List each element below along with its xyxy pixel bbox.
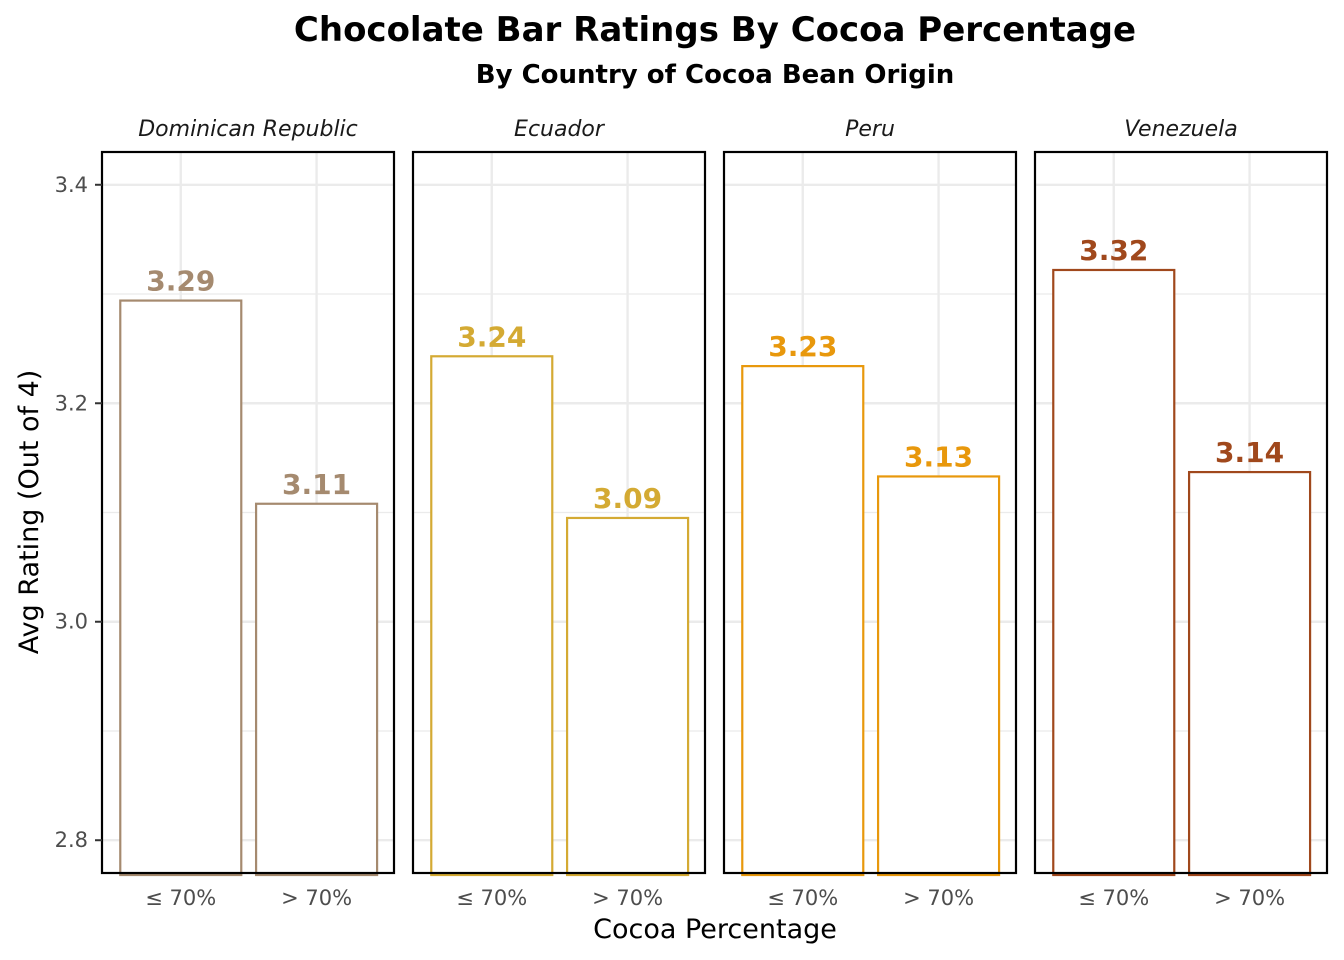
bar-value-label: 3.23 bbox=[768, 330, 837, 363]
panel-border bbox=[722, 150, 1018, 875]
x-tick-label: ≤ 70% bbox=[1078, 886, 1149, 910]
bar bbox=[119, 299, 243, 877]
y-tick-label: 2.8 bbox=[55, 828, 88, 852]
x-tick-label: ≤ 70% bbox=[456, 886, 527, 910]
facet-strip-label: Ecuador bbox=[514, 117, 606, 142]
bar-value-label: 3.14 bbox=[1215, 436, 1284, 469]
facet-strip-label: Dominican Republic bbox=[138, 117, 358, 142]
bar-value-label: 3.29 bbox=[146, 265, 215, 298]
x-tick-label: > 70% bbox=[903, 886, 974, 910]
bar bbox=[741, 365, 865, 877]
chart-subtitle: By Country of Cocoa Bean Origin bbox=[476, 60, 955, 90]
x-tick-label: ≤ 70% bbox=[145, 886, 216, 910]
y-tick-label: 3.4 bbox=[55, 173, 88, 197]
bar-value-label: 3.32 bbox=[1079, 234, 1148, 267]
x-tick-label: > 70% bbox=[1214, 886, 1285, 910]
bar-value-label: 3.11 bbox=[282, 468, 351, 501]
facet-panel: Ecuador 3.24 3.09 ≤ 70% > 70% bbox=[411, 117, 707, 910]
bar bbox=[876, 475, 1001, 877]
x-tick-label: > 70% bbox=[281, 886, 352, 910]
y-tick-label: 3.0 bbox=[55, 610, 88, 634]
bar bbox=[254, 502, 379, 877]
facet-strip-label: Peru bbox=[845, 117, 895, 142]
facet-panel: Dominican Republic 3.29 3.11 ≤ 70% > 70% bbox=[100, 117, 396, 910]
bar bbox=[1052, 268, 1176, 877]
panel-border bbox=[1033, 150, 1329, 875]
facet-panel: Venezuela 3.32 3.14 ≤ 70% > 70% bbox=[1033, 117, 1329, 910]
panel-border bbox=[100, 150, 396, 875]
bar bbox=[565, 516, 690, 877]
y-tick-label: 3.2 bbox=[55, 391, 88, 415]
bar bbox=[1187, 470, 1312, 877]
x-tick-label: > 70% bbox=[592, 886, 663, 910]
y-axis-title: Avg Rating (Out of 4) bbox=[14, 370, 45, 655]
chart-title: Chocolate Bar Ratings By Cocoa Percentag… bbox=[294, 10, 1136, 50]
facet-panel: Peru 3.23 3.13 ≤ 70% > 70% bbox=[722, 117, 1018, 910]
bar-value-label: 3.13 bbox=[904, 440, 973, 473]
bar-value-label: 3.09 bbox=[593, 482, 662, 515]
panel-border bbox=[411, 150, 707, 875]
x-tick-label: ≤ 70% bbox=[767, 886, 838, 910]
bar bbox=[430, 355, 554, 877]
y-axis: 2.8 3.0 3.2 3.4 bbox=[55, 173, 102, 852]
facet-strip-label: Venezuela bbox=[1124, 117, 1237, 142]
x-axis-title: Cocoa Percentage bbox=[593, 914, 837, 945]
bar-value-label: 3.24 bbox=[457, 320, 526, 353]
